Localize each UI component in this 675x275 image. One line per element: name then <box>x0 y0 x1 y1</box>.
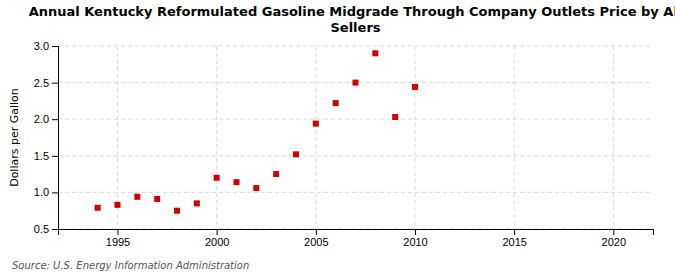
tick: 1.0 <box>34 186 58 198</box>
tick-label: 2020 <box>602 236 626 248</box>
tick-label: 2015 <box>502 236 526 248</box>
axis-domain <box>59 230 654 236</box>
tick-mark <box>217 229 218 235</box>
grid-line-y <box>58 155 653 156</box>
title-line: Sellers <box>330 20 380 35</box>
point <box>253 185 259 191</box>
tick: 2010 <box>403 229 427 248</box>
point <box>313 121 319 127</box>
tick-label: 2005 <box>304 236 328 248</box>
grid-line-x <box>216 46 217 229</box>
tick-label: 2.0 <box>34 113 49 125</box>
axis-domain <box>52 47 59 230</box>
point <box>412 84 418 90</box>
point <box>273 171 279 177</box>
tick: 2.5 <box>34 77 58 89</box>
tick-mark <box>613 229 614 235</box>
x-axis: 1995 2000 2005 2010 2015 2020 <box>59 229 654 248</box>
point <box>194 200 200 206</box>
point <box>95 205 101 211</box>
grid-line-x <box>315 46 316 229</box>
grid-line-y <box>58 192 653 193</box>
tick: 2015 <box>502 229 526 248</box>
tick-mark <box>118 229 119 235</box>
tick-mark <box>415 229 416 235</box>
grid-line-x <box>415 46 416 229</box>
tick: 2000 <box>205 229 229 248</box>
tick-label: 2.5 <box>34 77 49 89</box>
point <box>134 194 140 200</box>
point <box>174 208 180 214</box>
y-axis-label: Dollars per Gallon <box>8 88 21 187</box>
point <box>353 80 359 86</box>
point <box>214 175 220 181</box>
point <box>372 50 378 56</box>
title-line: Annual Kentucky Reformulated Gasoline Mi… <box>29 4 675 19</box>
tick-label: 2000 <box>205 236 229 248</box>
tick-mark <box>52 83 58 84</box>
point <box>293 151 299 157</box>
tick: 2.0 <box>34 113 58 125</box>
tick-mark <box>52 46 58 47</box>
y-axis: 0.5 1.0 1.5 2.0 2.5 3.0 <box>34 40 59 235</box>
chart: 1995 2000 2005 2010 2015 2020 0.5 1.0 1.5 2.0 2.5 3… <box>0 0 675 275</box>
tick-mark <box>316 229 317 235</box>
tick-label: 1.5 <box>34 150 49 162</box>
tick-mark <box>52 156 58 157</box>
tick-mark <box>52 192 58 193</box>
point <box>333 100 339 106</box>
point <box>154 196 160 202</box>
source: Source: U.S. Energy Information Administ… <box>12 260 249 271</box>
tick-label: 0.5 <box>34 223 49 235</box>
tick-label: 3.0 <box>34 40 49 52</box>
plot: 1995 2000 2005 2010 2015 2020 0.5 1.0 1.5 2.0 2.5 3… <box>34 40 654 248</box>
grid-line-y <box>58 119 653 120</box>
tick-label: 2010 <box>403 236 427 248</box>
points <box>95 50 418 213</box>
tick: 1.5 <box>34 150 58 162</box>
tick-label: 1.0 <box>34 186 49 198</box>
tick: 2005 <box>304 229 328 248</box>
point <box>115 202 121 208</box>
point <box>234 179 240 185</box>
tick: 2020 <box>602 229 626 248</box>
tick: 1995 <box>106 229 130 248</box>
tick-mark <box>52 119 58 120</box>
grid-line-y <box>58 46 653 47</box>
tick-mark <box>52 229 58 230</box>
grid-line-x <box>117 46 118 229</box>
tick: 3.0 <box>34 40 58 52</box>
tick-mark <box>514 229 515 235</box>
point <box>392 114 398 120</box>
grid <box>58 46 653 229</box>
grid-line-x <box>613 46 614 229</box>
tick-label: 1995 <box>106 236 130 248</box>
title: Annual Kentucky Reformulated Gasoline Mi… <box>29 4 675 35</box>
grid-line-x <box>514 46 515 229</box>
tick: 0.5 <box>34 223 58 235</box>
